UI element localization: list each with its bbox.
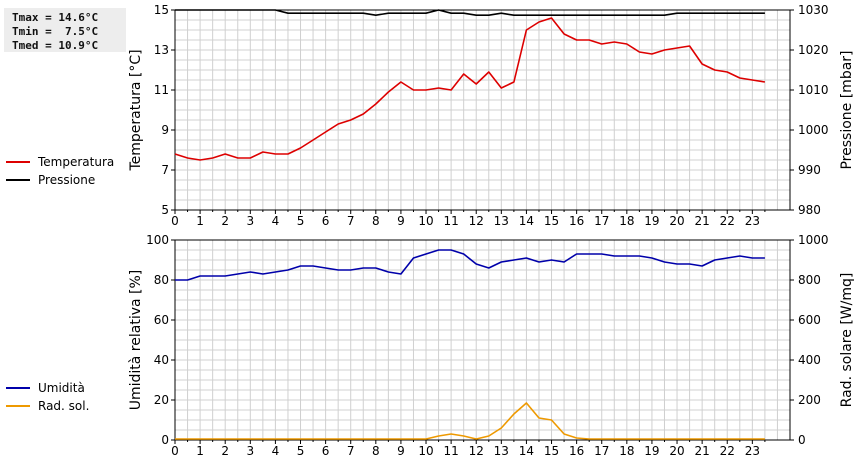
x-tick-label: 11 [443, 214, 458, 228]
y-right-tick-label: 800 [798, 273, 821, 287]
y-right-tick-label: 0 [798, 433, 806, 447]
x-tick-label: 3 [246, 214, 254, 228]
y-right-tick-label: 200 [798, 393, 821, 407]
y-left-tick-label: 40 [154, 353, 169, 367]
y-right-axis-title: Pressione [mbar] [839, 50, 855, 169]
x-tick-label: 13 [494, 444, 509, 458]
series-line-temperatura [174, 17, 766, 161]
y-left-tick-label: 100 [146, 233, 169, 247]
x-tick-label: 15 [544, 214, 559, 228]
plot-frame [174, 239, 791, 441]
y-left-tick-label: 11 [154, 83, 169, 97]
x-tick-label: 7 [347, 214, 355, 228]
y-left-axis-title: Temperatura [°C] [128, 49, 144, 171]
legend-label: Umidità [38, 381, 85, 395]
x-tick-label: 14 [519, 214, 534, 228]
x-tick-label: 22 [720, 214, 735, 228]
x-tick-label: 7 [347, 444, 355, 458]
x-tick-label: 12 [469, 444, 484, 458]
x-tick-label: 10 [418, 444, 433, 458]
series-line-umidit [175, 249, 765, 281]
x-tick-label: 0 [171, 214, 179, 228]
x-tick-label: 14 [519, 444, 534, 458]
y-right-tick-label: 1020 [798, 43, 829, 57]
y-left-tick-label: 20 [154, 393, 169, 407]
x-tick-label: 5 [297, 444, 305, 458]
x-tick-label: 21 [695, 444, 710, 458]
x-tick-label: 6 [322, 214, 330, 228]
series-line-rad-sol [175, 402, 765, 440]
legend-label: Pressione [38, 173, 95, 187]
y-left-tick-label: 15 [154, 3, 169, 17]
y-left-axis-title: Umidità relativa [%] [128, 270, 144, 411]
y-right-tick-label: 990 [798, 163, 821, 177]
x-tick-label: 3 [246, 444, 254, 458]
x-tick-label: 6 [322, 444, 330, 458]
y-left-tick-label: 5 [161, 203, 169, 217]
y-left-tick-label: 60 [154, 313, 169, 327]
x-tick-label: 10 [418, 214, 433, 228]
y-right-tick-label: 1030 [798, 3, 829, 17]
x-tick-label: 8 [372, 214, 380, 228]
x-tick-label: 19 [644, 444, 659, 458]
y-right-axis-title: Rad. solare [W/mq] [839, 273, 855, 408]
x-tick-label: 9 [397, 214, 405, 228]
legend-label: Temperatura [37, 155, 114, 169]
x-tick-label: 4 [272, 214, 280, 228]
y-left-tick-label: 0 [161, 433, 169, 447]
x-tick-label: 12 [469, 214, 484, 228]
y-right-tick-label: 1010 [798, 83, 829, 97]
stats-box: Tmax = 14.6°C Tmin = 7.5°C Tmed = 10.9°C [4, 8, 126, 52]
plot-frame [174, 9, 791, 211]
series-line-pressione [175, 9, 765, 16]
x-tick-label: 21 [695, 214, 710, 228]
x-tick-label: 9 [397, 444, 405, 458]
x-tick-label: 13 [494, 214, 509, 228]
x-tick-label: 22 [720, 444, 735, 458]
x-tick-label: 5 [297, 214, 305, 228]
y-right-tick-label: 1000 [798, 123, 829, 137]
x-tick-label: 16 [569, 214, 584, 228]
tmed-label: Tmed = 10.9°C [12, 39, 99, 52]
x-tick-label: 4 [272, 444, 280, 458]
x-tick-label: 20 [669, 214, 684, 228]
x-tick-label: 0 [171, 444, 179, 458]
x-tick-label: 1 [196, 444, 204, 458]
x-tick-label: 17 [594, 214, 609, 228]
tmin-label: Tmin = 7.5°C [12, 25, 99, 38]
x-tick-label: 20 [669, 444, 684, 458]
y-right-tick-label: 600 [798, 313, 821, 327]
x-tick-label: 23 [745, 444, 760, 458]
legend-label: Rad. sol. [38, 399, 89, 413]
tmax-label: Tmax = 14.6°C [12, 11, 99, 24]
x-tick-label: 2 [221, 214, 229, 228]
y-left-tick-label: 7 [161, 163, 169, 177]
chart-panel-bottom: 0 1 2 3 4 5 6 7 8 9 10 11 12 13 14 15 16 17 18 19 20 21 22 2302… [6, 233, 855, 458]
x-tick-label: 11 [443, 444, 458, 458]
y-left-tick-label: 9 [161, 123, 169, 137]
x-tick-label: 19 [644, 214, 659, 228]
y-right-tick-label: 400 [798, 353, 821, 367]
x-tick-label: 18 [619, 444, 634, 458]
x-tick-label: 23 [745, 214, 760, 228]
x-tick-label: 2 [221, 444, 229, 458]
x-tick-label: 18 [619, 214, 634, 228]
chart-panel-top: 0 1 2 3 4 5 6 7 8 9 10 11 12 13 14 15 16 17 18 19 20 21 22 2357… [6, 3, 855, 228]
x-tick-label: 15 [544, 444, 559, 458]
y-left-tick-label: 80 [154, 273, 169, 287]
x-tick-label: 16 [569, 444, 584, 458]
y-left-tick-label: 13 [154, 43, 169, 57]
x-tick-label: 1 [196, 214, 204, 228]
y-right-tick-label: 980 [798, 203, 821, 217]
x-tick-label: 17 [594, 444, 609, 458]
y-right-tick-label: 1000 [798, 233, 829, 247]
x-tick-label: 8 [372, 444, 380, 458]
